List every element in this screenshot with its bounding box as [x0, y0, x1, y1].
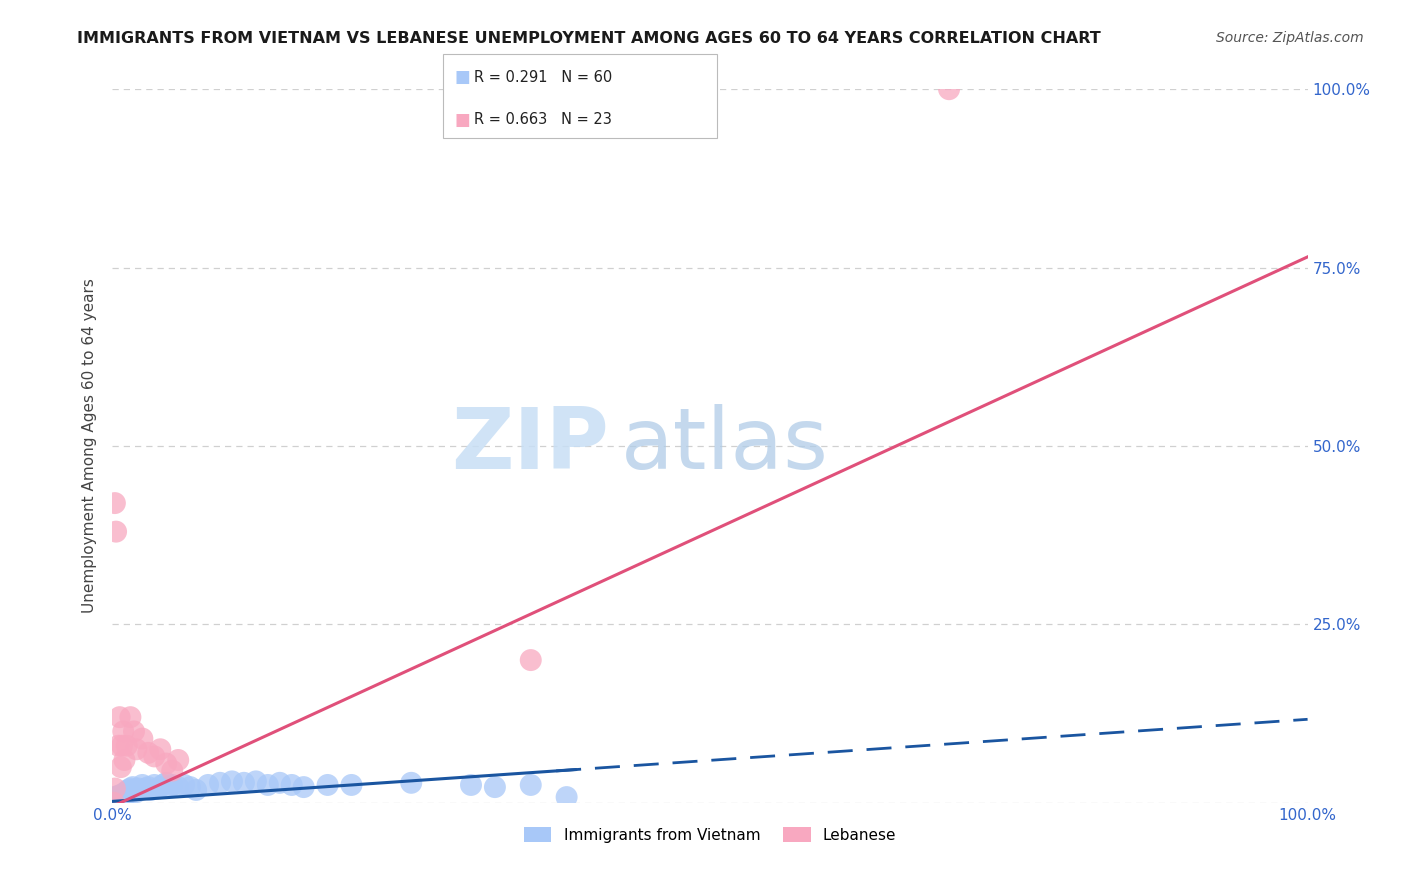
Point	[520, 653, 543, 667]
Point	[149, 780, 172, 794]
Point	[555, 790, 578, 805]
Point	[114, 753, 135, 767]
Point	[104, 796, 127, 810]
Point	[104, 794, 127, 808]
Point	[197, 778, 219, 792]
Y-axis label: Unemployment Among Ages 60 to 64 years: Unemployment Among Ages 60 to 64 years	[82, 278, 97, 614]
Point	[120, 710, 142, 724]
Point	[122, 724, 145, 739]
Point	[115, 739, 138, 753]
Point	[105, 790, 128, 805]
Point	[121, 780, 143, 794]
Point	[111, 787, 134, 801]
Point	[155, 776, 177, 790]
Point	[103, 792, 125, 806]
Point	[107, 789, 129, 803]
Point	[107, 796, 129, 810]
Point	[104, 781, 127, 796]
Point	[122, 783, 145, 797]
Point	[938, 82, 960, 96]
Point	[125, 742, 148, 756]
Point	[233, 776, 256, 790]
Point	[103, 796, 125, 810]
Point	[281, 778, 304, 792]
Point	[105, 791, 128, 805]
Point	[135, 781, 157, 796]
Point	[110, 760, 132, 774]
Legend: Immigrants from Vietnam, Lebanese: Immigrants from Vietnam, Lebanese	[517, 821, 903, 848]
Point	[173, 778, 195, 792]
Point	[162, 778, 183, 792]
Point	[138, 746, 160, 760]
Point	[138, 780, 160, 794]
Point	[152, 778, 174, 792]
Point	[125, 785, 148, 799]
Text: ZIP: ZIP	[451, 404, 609, 488]
Point	[316, 778, 339, 792]
Point	[108, 710, 131, 724]
Point	[112, 724, 135, 739]
Point	[107, 739, 129, 753]
Point	[179, 780, 201, 794]
Point	[128, 781, 150, 796]
Point	[146, 781, 169, 796]
Point	[155, 756, 177, 771]
Text: R = 0.663   N = 23: R = 0.663 N = 23	[474, 112, 612, 128]
Point	[121, 785, 143, 799]
Point	[103, 796, 125, 810]
Point	[257, 778, 280, 792]
Point	[186, 783, 208, 797]
Point	[107, 793, 129, 807]
Point	[105, 796, 128, 810]
Point	[115, 787, 138, 801]
Point	[162, 764, 183, 778]
Point	[167, 780, 190, 794]
Point	[104, 496, 127, 510]
Point	[292, 780, 315, 794]
Point	[105, 793, 128, 807]
Point	[131, 778, 153, 792]
Point	[269, 776, 291, 790]
Point	[484, 780, 506, 794]
Point	[131, 731, 153, 746]
Point	[520, 778, 543, 792]
Point	[401, 776, 423, 790]
Text: Source: ZipAtlas.com: Source: ZipAtlas.com	[1216, 31, 1364, 45]
Point	[120, 781, 142, 796]
Point	[114, 789, 135, 803]
Point	[114, 785, 136, 799]
Point	[143, 749, 166, 764]
Point	[460, 778, 482, 792]
Text: R = 0.291   N = 60: R = 0.291 N = 60	[474, 70, 612, 85]
Point	[104, 790, 127, 805]
Point	[108, 792, 131, 806]
Point	[105, 794, 128, 808]
Text: IMMIGRANTS FROM VIETNAM VS LEBANESE UNEMPLOYMENT AMONG AGES 60 TO 64 YEARS CORRE: IMMIGRANTS FROM VIETNAM VS LEBANESE UNEM…	[77, 31, 1101, 46]
Text: ■: ■	[454, 111, 470, 128]
Point	[143, 778, 166, 792]
Point	[112, 791, 135, 805]
Point	[139, 783, 162, 797]
Point	[221, 774, 243, 789]
Point	[159, 780, 181, 794]
Point	[245, 774, 267, 789]
Point	[103, 794, 125, 808]
Point	[117, 783, 139, 797]
Point	[340, 778, 363, 792]
Text: ■: ■	[454, 69, 470, 87]
Point	[167, 753, 190, 767]
Point	[149, 742, 172, 756]
Text: atlas: atlas	[620, 404, 828, 488]
Point	[110, 790, 132, 805]
Point	[111, 739, 134, 753]
Point	[209, 776, 232, 790]
Point	[105, 524, 128, 539]
Point	[104, 791, 127, 805]
